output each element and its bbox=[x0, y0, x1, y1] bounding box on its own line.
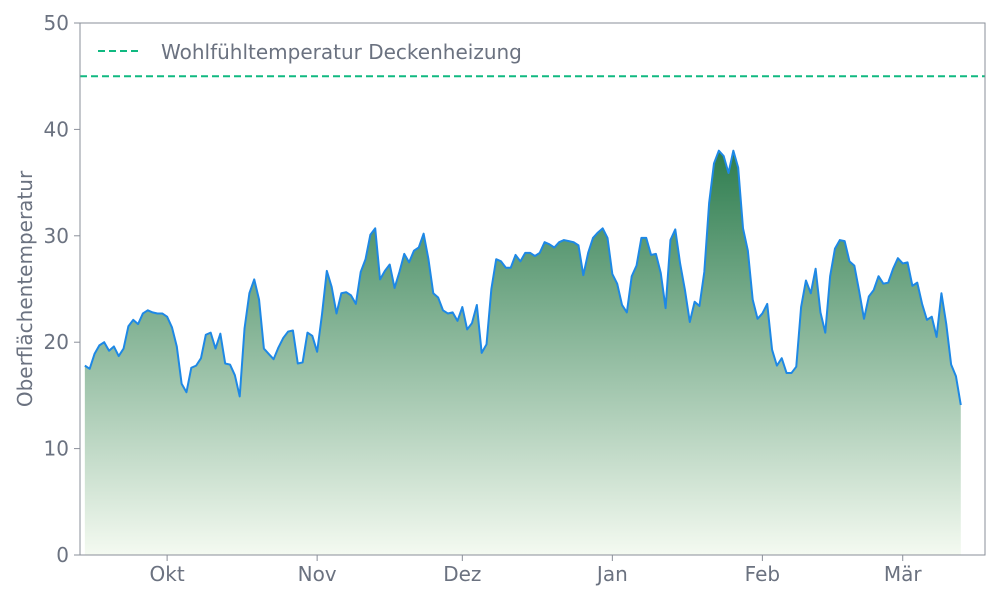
x-tick-label: Nov bbox=[298, 562, 337, 586]
x-tick-label: Okt bbox=[150, 562, 185, 586]
y-tick-label: 30 bbox=[44, 224, 69, 248]
plot-frame bbox=[79, 22, 986, 556]
temperature-area bbox=[84, 150, 961, 555]
y-tick-label: 50 bbox=[44, 11, 69, 35]
y-tick-label: 20 bbox=[44, 330, 69, 354]
temperature-line bbox=[84, 149, 962, 406]
y-axis-title: Oberflächentemperatur bbox=[13, 170, 37, 407]
x-tick-label: Jan bbox=[595, 562, 628, 586]
x-tick-label: Mär bbox=[884, 562, 923, 586]
y-tick-label: 10 bbox=[44, 437, 69, 461]
x-tick-label: Feb bbox=[745, 562, 780, 586]
y-tick-label: 40 bbox=[44, 117, 69, 141]
legend: Wohlfühltemperatur Deckenheizung bbox=[98, 40, 522, 64]
y-tick-label: 0 bbox=[56, 543, 69, 567]
legend-label: Wohlfühltemperatur Deckenheizung bbox=[161, 40, 522, 64]
x-tick-label: Dez bbox=[443, 562, 481, 586]
